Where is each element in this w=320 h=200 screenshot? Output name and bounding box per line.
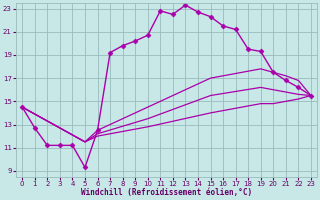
X-axis label: Windchill (Refroidissement éolien,°C): Windchill (Refroidissement éolien,°C)	[81, 188, 252, 197]
